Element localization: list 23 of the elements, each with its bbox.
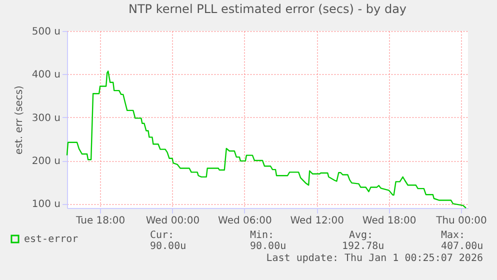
- text: Min:: [250, 230, 274, 241]
- text: Cur:: [150, 230, 174, 241]
- text: 192.78u: [342, 241, 384, 252]
- y-tick-label: 500 u: [32, 26, 60, 38]
- text: Max:: [441, 230, 466, 241]
- text: Avg:: [349, 230, 374, 241]
- y-tick-label: 100 u: [32, 199, 60, 210]
- text: 90.00u: [150, 241, 186, 252]
- legend-label: est-error: [24, 234, 78, 245]
- y-tick-label: 300 u: [32, 112, 60, 124]
- y-tick-label: 200 u: [32, 156, 60, 168]
- x-tick-label: Tue 18:00: [75, 216, 126, 226]
- text: 90.00u: [250, 241, 286, 252]
- text: Last update: Thu Jan 1 00:25:07 2026: [266, 253, 483, 264]
- chart-title: NTP kernel PLL estimated error (secs) - by day: [128, 2, 407, 16]
- y-tick-label: 400 u: [32, 70, 60, 81]
- text: 407.00u: [441, 241, 484, 252]
- x-tick-label: Wed 18:00: [362, 216, 416, 226]
- x-tick-label: Wed 06:00: [218, 216, 272, 226]
- y-axis-title: est. err (secs): [14, 85, 25, 154]
- x-tick-label: Wed 12:00: [290, 216, 344, 226]
- x-tick-label: Thu 00:00: [435, 216, 487, 226]
- x-tick-label: Wed 00:00: [146, 216, 200, 226]
